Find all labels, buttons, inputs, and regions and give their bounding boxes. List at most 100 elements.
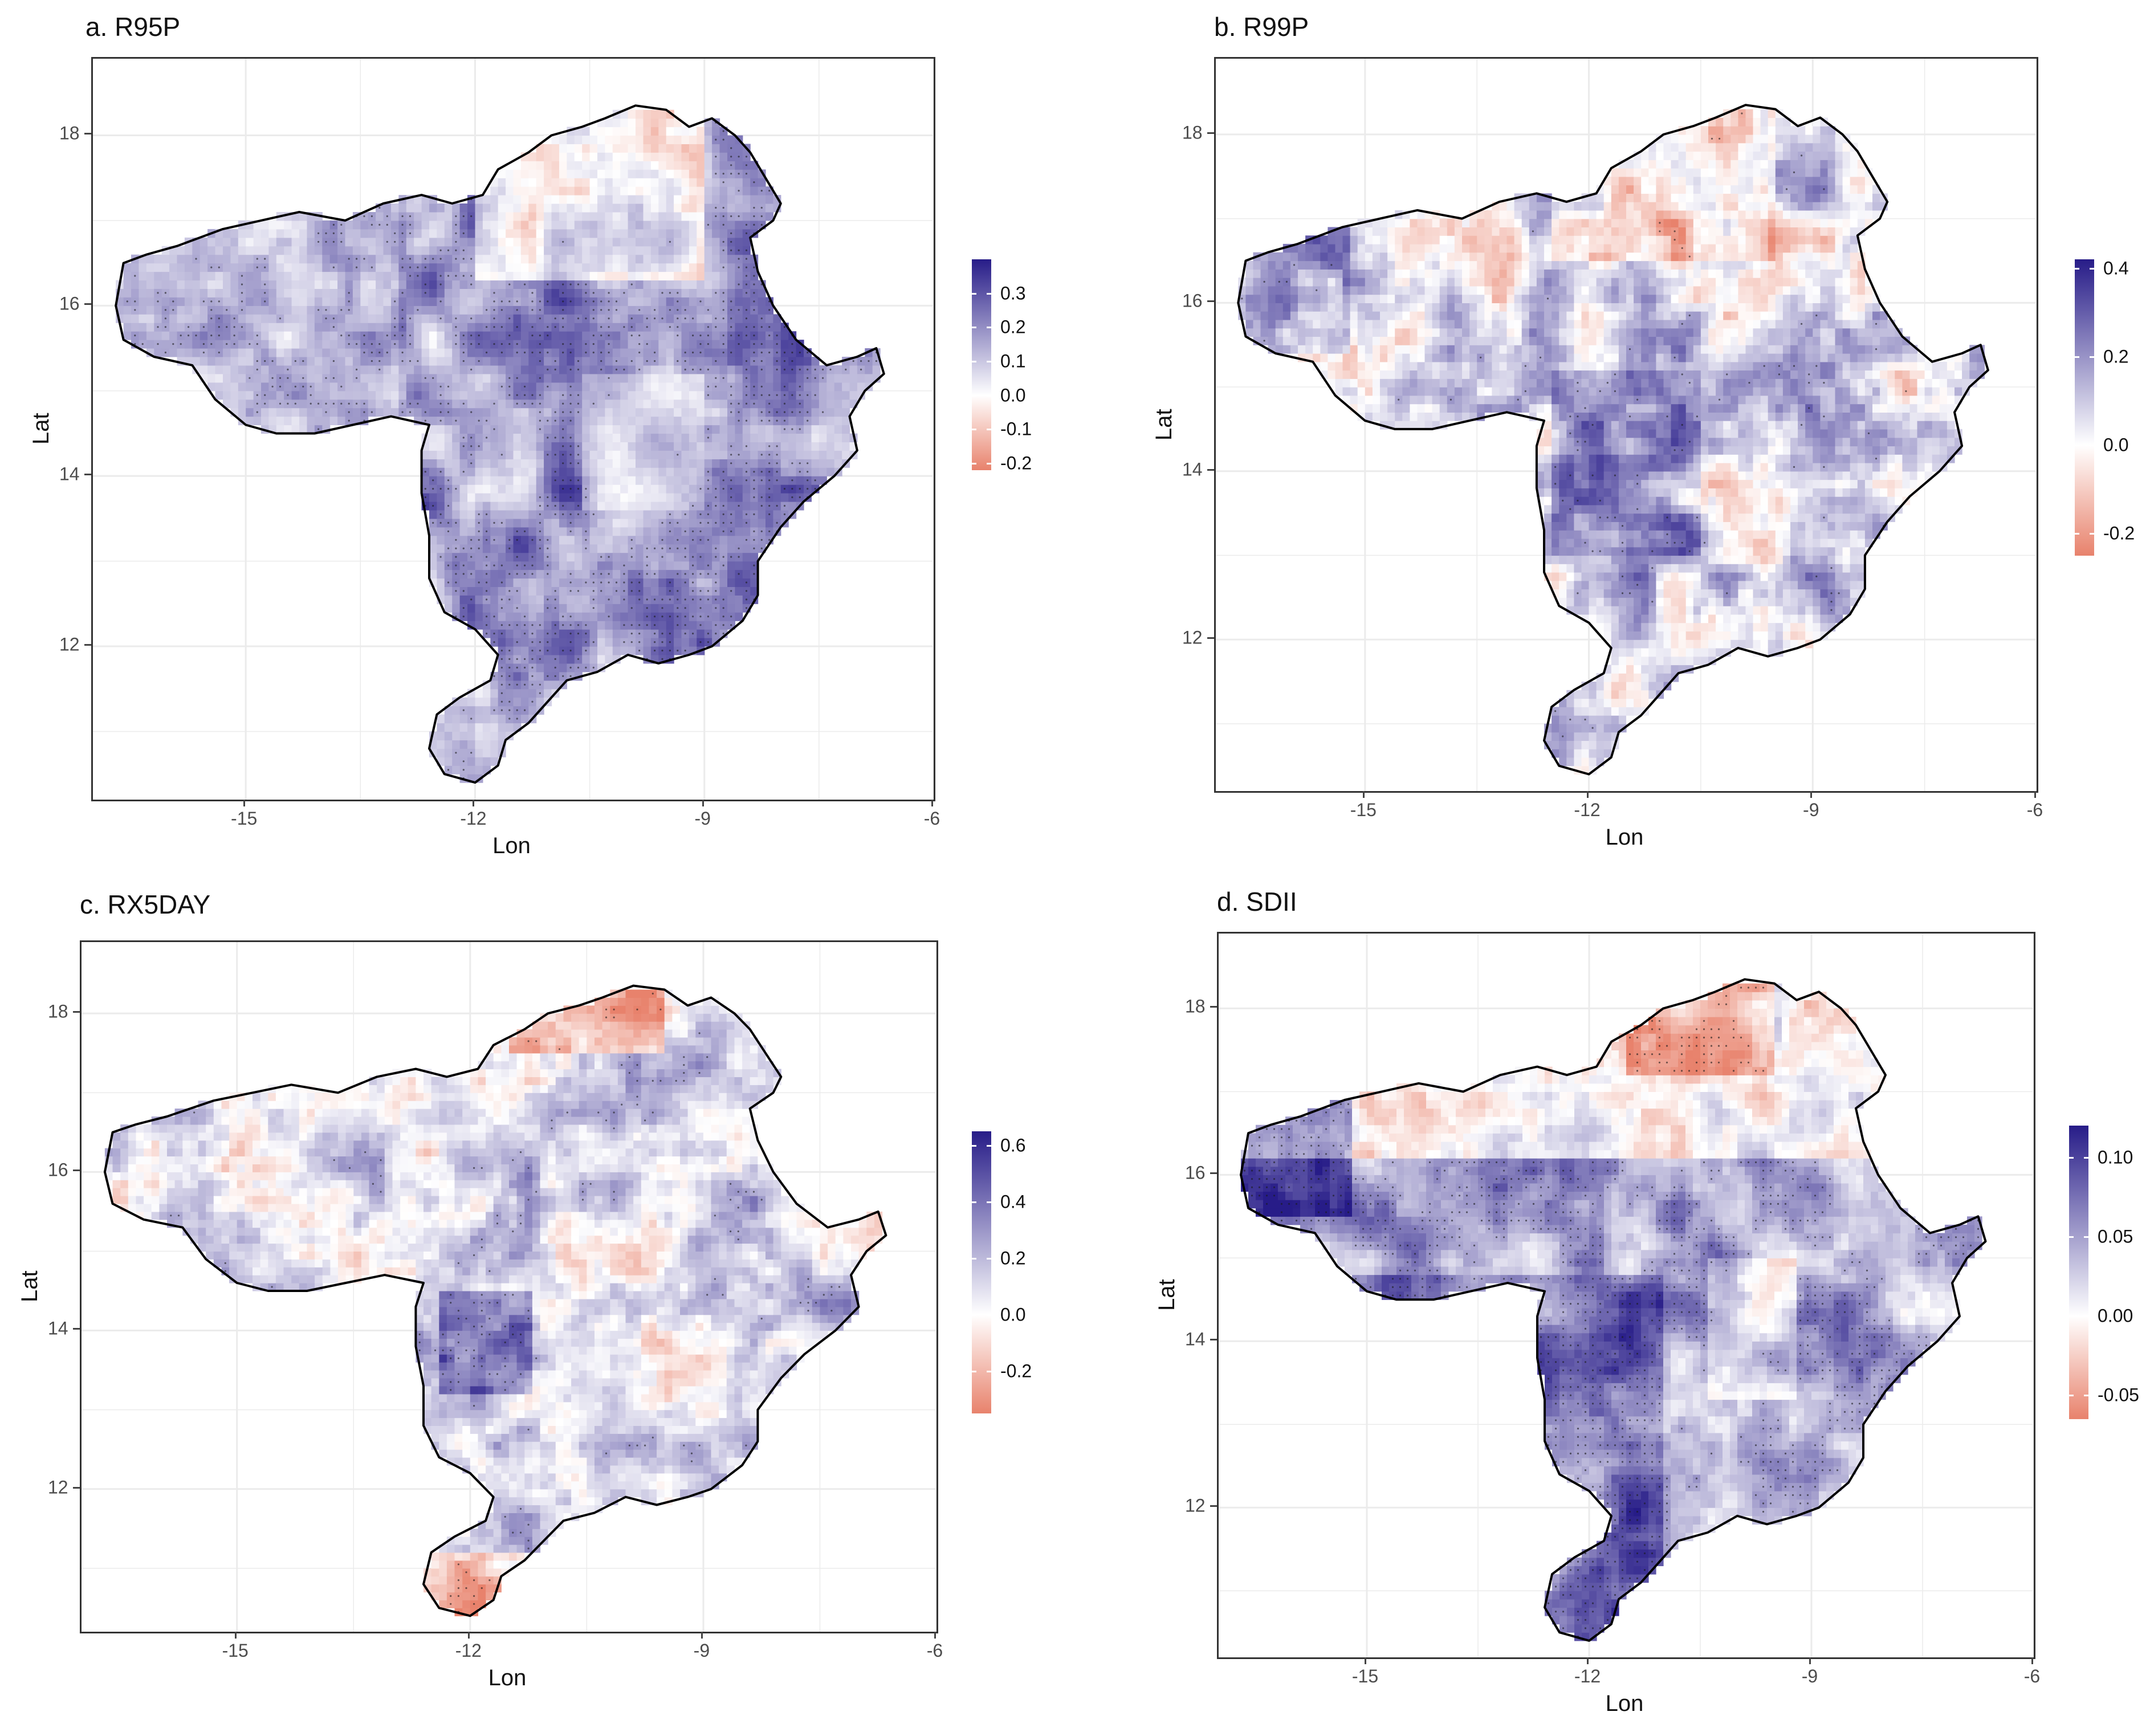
raster-cell (636, 493, 644, 502)
raster-cell (429, 288, 437, 298)
raster-cell (360, 220, 369, 230)
raster-cell (391, 373, 399, 383)
raster-cell (666, 535, 674, 545)
stipple-dot (439, 513, 442, 516)
raster-cell (597, 237, 605, 247)
raster-cell (429, 416, 437, 426)
raster-cell (223, 271, 231, 281)
raster-cell (506, 407, 514, 417)
raster-cell (490, 195, 499, 204)
raster-cell (459, 390, 468, 400)
stipple-dot (164, 317, 166, 320)
stipple-dot (478, 547, 480, 549)
raster-cell (712, 467, 720, 476)
raster-cell (482, 212, 491, 221)
stipple-dot (760, 343, 763, 345)
raster-cell (582, 203, 591, 213)
raster-cell (612, 433, 621, 442)
raster-cell (689, 476, 697, 485)
stipple-dot (715, 215, 717, 217)
stipple-dot (370, 266, 373, 268)
raster-cell (819, 442, 827, 451)
raster-cell (650, 135, 659, 144)
raster-cell (620, 237, 629, 247)
stipple-dot (715, 326, 717, 328)
raster-cell (246, 288, 254, 298)
stipple-dot (409, 258, 412, 260)
raster-cell (536, 671, 544, 681)
stipple-dot (608, 616, 610, 618)
raster-cell (574, 535, 583, 545)
raster-cell (697, 425, 705, 434)
raster-cell (391, 357, 399, 366)
raster-cell (238, 237, 246, 247)
raster-cell (398, 271, 407, 281)
raster-cell (650, 186, 659, 195)
raster-cell (727, 280, 735, 289)
raster-cell (628, 161, 636, 170)
raster-cell (636, 203, 644, 213)
stipple-dot (592, 666, 595, 669)
raster-cell (199, 254, 208, 264)
stipple-dot (699, 335, 702, 337)
stipple-dot (699, 539, 702, 541)
raster-cell (383, 314, 392, 323)
raster-cell (589, 178, 598, 187)
raster-cell (811, 433, 820, 442)
raster-cell (352, 305, 361, 315)
raster-cell (520, 552, 529, 562)
raster-cell (352, 357, 361, 366)
stipple-dot (707, 504, 709, 507)
raster-cell (597, 535, 605, 545)
raster-cell (475, 688, 483, 698)
raster-cell (238, 357, 246, 366)
raster-cell (482, 365, 491, 374)
stipple-dot (592, 343, 595, 345)
raster-cell (352, 390, 361, 400)
raster-cell (253, 314, 262, 323)
stipple-dot (356, 402, 358, 405)
stipple-dot (768, 190, 771, 192)
raster-cell (322, 280, 331, 289)
stipple-dot (669, 633, 671, 635)
stipple-dot (638, 581, 641, 584)
raster-cell (291, 416, 300, 426)
raster-cell (146, 263, 154, 272)
raster-cell (223, 297, 231, 306)
raster-cell (620, 425, 629, 434)
raster-cell (184, 348, 193, 357)
stipple-dot (455, 564, 457, 567)
stipple-dot (539, 351, 541, 354)
stipple-dot (340, 223, 343, 226)
raster-cell (429, 493, 437, 502)
raster-cell (192, 288, 201, 298)
raster-cell (674, 203, 682, 213)
raster-cell (536, 323, 544, 332)
raster-cell (146, 305, 154, 315)
raster-cell (414, 348, 422, 357)
stipple-dot (577, 633, 580, 635)
stipple-dot (569, 488, 572, 490)
stipple-dot (317, 428, 320, 430)
raster-cell (620, 118, 629, 128)
raster-cell (544, 663, 552, 673)
stipple-dot (386, 241, 388, 243)
raster-cell (437, 527, 445, 536)
stipple-dot (424, 419, 426, 422)
raster-cell (612, 604, 621, 613)
raster-cell (719, 390, 728, 400)
stipple-dot (539, 394, 541, 396)
stipple-dot (630, 326, 633, 328)
raster-cell (636, 118, 644, 128)
stipple-dot (524, 394, 526, 396)
raster-cell (459, 450, 468, 459)
raster-cell (689, 621, 697, 630)
stipple-dot (707, 309, 709, 311)
raster-cell (681, 144, 690, 153)
raster-cell (329, 331, 338, 340)
raster-cell (368, 323, 376, 332)
raster-cell (376, 280, 384, 289)
raster-cell (322, 365, 331, 374)
raster-cell (528, 493, 537, 502)
raster-cell (826, 407, 835, 417)
